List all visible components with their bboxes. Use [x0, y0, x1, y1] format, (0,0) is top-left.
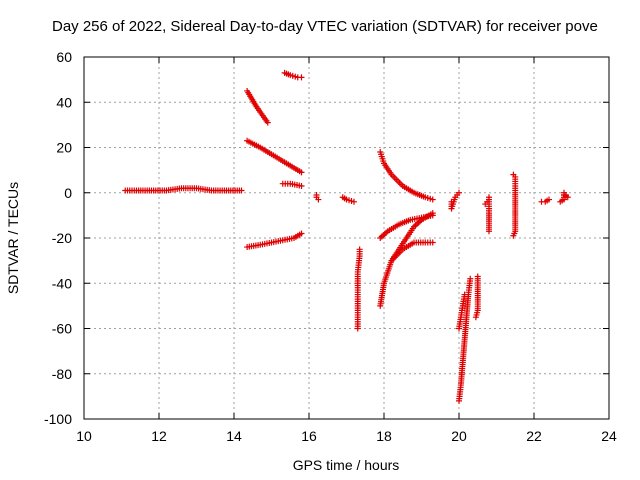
y-tick-label: -80	[52, 366, 72, 382]
data-point	[461, 291, 468, 298]
series-arc-17.9-up	[377, 239, 436, 309]
x-tick-label: 14	[226, 428, 242, 444]
y-tick-label: 20	[56, 140, 72, 156]
data-point	[429, 239, 436, 246]
x-tick-label: 10	[76, 428, 92, 444]
data-point	[356, 246, 363, 253]
series-arc-17.9-mid	[377, 212, 436, 241]
chart-title: Day 256 of 2022, Sidereal Day-to-day VTE…	[52, 18, 598, 35]
y-axis-label: SDTVAR / TECUs	[5, 182, 21, 294]
data-point	[561, 192, 567, 199]
series-arc-22.8	[557, 189, 571, 205]
series-arc-18.2-cross	[388, 210, 436, 264]
data-point	[298, 230, 305, 237]
series-arc-14.3-15.8-mid	[244, 137, 305, 176]
series-arc-17.9-down	[377, 149, 436, 203]
grid-lines	[84, 57, 609, 419]
data-point	[546, 196, 552, 203]
series-arc-21.5	[510, 171, 519, 239]
x-tick-label: 22	[526, 428, 542, 444]
data-point	[472, 314, 479, 321]
series-arc-20.0-dip	[456, 275, 474, 404]
series-arc-15.3-15.8-top	[281, 69, 305, 81]
axis-ticks: 10 12 14 16 18 20 22 24 60 40 20 0 -20 -40 -60 -80 -100	[44, 49, 617, 444]
series-arc-20.5	[472, 273, 481, 321]
y-tick-label: -20	[52, 230, 72, 246]
series-arc-20.8	[482, 194, 492, 235]
data-point	[298, 74, 305, 81]
data-point	[298, 182, 305, 189]
y-tick-label: -40	[52, 275, 72, 291]
y-tick-label: -60	[52, 321, 72, 337]
data-point	[298, 169, 305, 176]
series-arc-20.0-dip2	[456, 291, 468, 332]
data-point	[315, 196, 322, 203]
x-tick-label: 20	[451, 428, 467, 444]
series-arc-15.3-15.8-zero	[279, 180, 305, 189]
x-tick-label: 16	[301, 428, 317, 444]
series-arc-22.3	[538, 196, 552, 205]
y-tick-label: 40	[56, 94, 72, 110]
x-tick-label: 18	[376, 428, 392, 444]
data-markers	[122, 69, 571, 404]
series-arc-17.3	[354, 246, 363, 332]
series-arc-19.8	[448, 189, 462, 212]
x-tick-label: 12	[151, 428, 167, 444]
series-arc-14.3-15.8-low	[244, 230, 305, 251]
series-arc-14.3-15.8-high	[244, 87, 271, 126]
data-point	[456, 189, 462, 196]
y-tick-label: -100	[44, 411, 72, 427]
y-tick-label: 0	[64, 185, 72, 201]
y-tick-label: 60	[56, 49, 72, 65]
data-point	[429, 196, 436, 203]
series-arc-16.9	[339, 194, 357, 205]
data-point	[264, 119, 271, 126]
data-point	[238, 187, 245, 194]
data-point	[429, 210, 436, 217]
data-point	[351, 198, 357, 205]
data-point	[467, 275, 474, 282]
data-point	[486, 228, 492, 235]
x-axis-label: GPS time / hours	[293, 457, 400, 473]
x-tick-label: 24	[601, 428, 617, 444]
series-arc-11-14	[122, 185, 245, 194]
series-arc-16.2	[313, 192, 322, 203]
data-point	[510, 232, 517, 239]
